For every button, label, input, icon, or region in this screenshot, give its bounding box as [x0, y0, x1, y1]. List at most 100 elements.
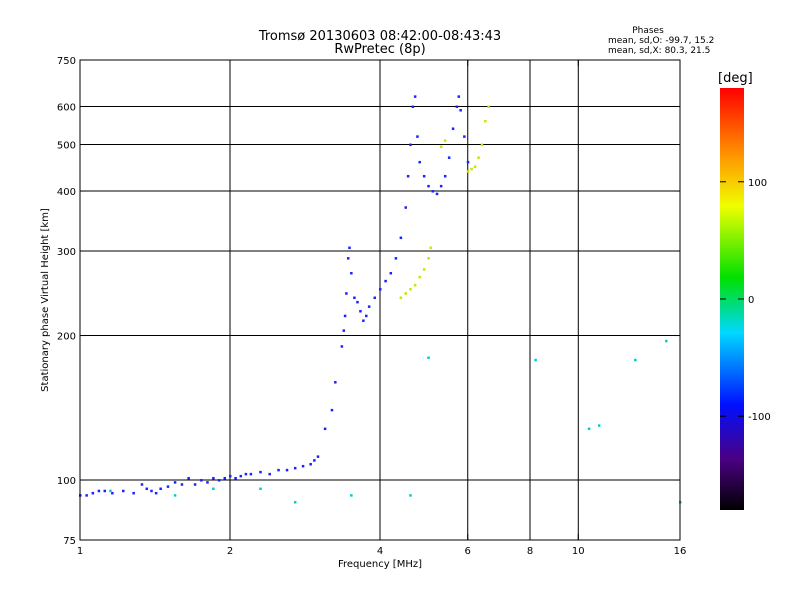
data-point [353, 296, 356, 300]
gridlines [80, 60, 680, 540]
data-point [413, 95, 417, 98]
data-point [418, 275, 421, 279]
data-point [587, 427, 591, 431]
data-point [166, 485, 170, 488]
data-point [422, 174, 426, 178]
y-axis-label: Stationary phase Virtual Height [km] [40, 208, 51, 392]
colorbar-tick-label: -100 [748, 412, 771, 423]
data-point [330, 408, 334, 412]
legend-line-o: mean, sd,O: -99.7, 15.2 [608, 36, 714, 46]
data-point [455, 105, 459, 109]
data-point [342, 329, 346, 332]
data-point [356, 300, 359, 304]
data-point [150, 489, 153, 493]
x-tick-label: 4 [377, 546, 383, 557]
data-point [85, 494, 88, 497]
data-point [285, 468, 289, 472]
data-point [427, 184, 430, 188]
data-point [187, 476, 190, 480]
data-point [416, 135, 419, 138]
x-tick-label: 2 [227, 546, 233, 557]
data-point [334, 381, 337, 384]
legend-line-x: mean, sd,X: 80.3, 21.5 [608, 46, 710, 56]
data-point [173, 494, 177, 497]
data-point [665, 339, 668, 343]
data-point [316, 455, 320, 458]
colorbar-ticks: 100 0 -100 [720, 178, 771, 423]
data-point [301, 464, 305, 468]
data-point [145, 487, 149, 491]
data-point [473, 165, 477, 168]
data-point [470, 167, 473, 171]
y-tick-label: 200 [57, 332, 76, 343]
data-point [443, 174, 447, 178]
colorbar-label: [deg] [718, 71, 753, 86]
data-point [173, 481, 177, 484]
data-point [109, 489, 112, 493]
data-point [399, 296, 403, 300]
data-point [154, 491, 158, 495]
data-point [132, 491, 135, 495]
data-point [466, 170, 470, 173]
y-tick-label: 300 [57, 247, 76, 258]
x-axis-label: Frequency [MHz] [338, 559, 422, 570]
data-point [249, 472, 253, 476]
data-point [91, 491, 95, 495]
data-point [411, 105, 415, 109]
data-point [212, 476, 215, 480]
data-point [239, 474, 243, 478]
x-tick-label: 16 [674, 546, 687, 557]
data-point [431, 190, 435, 193]
data-point [451, 127, 455, 130]
data-point [97, 489, 101, 493]
data-point [477, 156, 480, 159]
data-point [459, 109, 462, 112]
data-point [534, 358, 537, 362]
data-point [340, 345, 344, 348]
data-point [343, 314, 347, 318]
data-point [389, 271, 393, 275]
legend-title: Phases [632, 26, 664, 36]
data-point [268, 472, 271, 476]
data-point [484, 119, 487, 123]
data-point [413, 283, 417, 287]
data-point [439, 184, 443, 188]
data-point [122, 489, 125, 493]
data-point [422, 268, 426, 271]
data-point [457, 95, 461, 98]
data-points [79, 95, 682, 504]
chart-title: Tromsø 20130603 08:42:00-08:43:43 [258, 29, 501, 44]
data-point [409, 143, 412, 147]
data-point [350, 271, 353, 275]
x-tick-label: 1 [77, 546, 83, 557]
data-point [323, 427, 327, 431]
data-point [313, 459, 316, 462]
data-point [394, 257, 398, 260]
x-tick-label: 10 [572, 546, 585, 557]
data-point [193, 483, 197, 486]
data-point [348, 246, 351, 250]
data-point [362, 319, 365, 322]
data-point [223, 476, 227, 480]
data-point [404, 206, 407, 209]
data-point [293, 466, 297, 470]
y-tick-label: 500 [57, 141, 76, 152]
data-point [293, 500, 297, 504]
data-point [111, 491, 114, 495]
data-point [373, 296, 377, 300]
data-point [435, 192, 439, 196]
data-point [447, 156, 451, 159]
y-tick-label: 600 [57, 103, 76, 114]
data-point [259, 487, 262, 491]
data-point [379, 288, 382, 291]
data-point [103, 489, 107, 493]
data-point [367, 305, 371, 308]
data-point [140, 483, 144, 486]
data-point [409, 494, 412, 497]
y-tick-label: 400 [57, 187, 76, 198]
data-point [277, 468, 280, 472]
axes: 1 2 4 6 8 10 16 75 100 200 300 400 500 600 750 [57, 56, 686, 557]
data-point [346, 257, 350, 260]
data-point [439, 145, 443, 149]
